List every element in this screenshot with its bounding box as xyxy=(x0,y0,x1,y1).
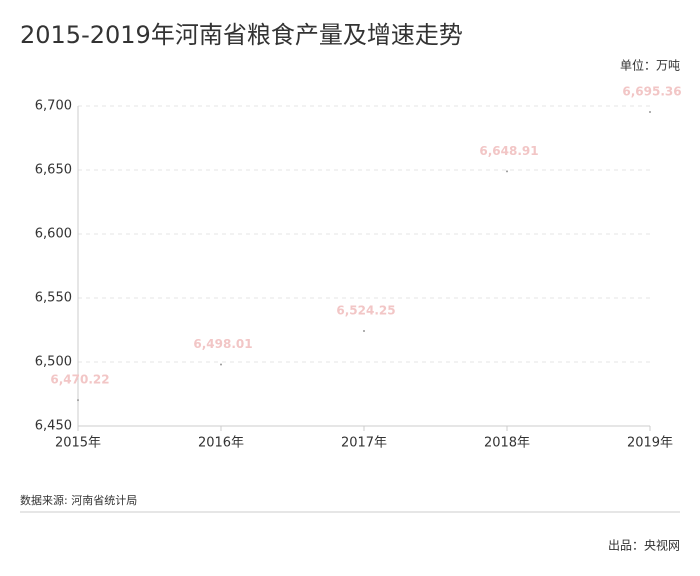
credit: 出品：央视网 xyxy=(608,538,680,553)
x-tick-label: 2019年 xyxy=(627,436,673,451)
data-label: 6,695.36 xyxy=(622,84,681,98)
data-label: 6,524.25 xyxy=(336,303,395,317)
x-tick-label: 2015年 xyxy=(55,436,101,451)
x-tick-label: 2018年 xyxy=(484,436,530,451)
y-tick-label: 6,450 xyxy=(35,419,72,434)
data-label: 6,498.01 xyxy=(193,337,252,351)
y-tick-label: 6,650 xyxy=(35,163,72,178)
point xyxy=(363,329,365,332)
x-tick-label: 2017年 xyxy=(341,436,387,451)
unit-label: 单位：万吨 xyxy=(620,58,680,73)
x-tick-label: 2016年 xyxy=(198,436,244,451)
point xyxy=(77,399,79,402)
point xyxy=(649,110,651,113)
point xyxy=(220,363,222,366)
data-label: 6,648.91 xyxy=(479,144,538,158)
y-tick-label: 6,600 xyxy=(35,227,72,242)
chart-title: 2015-2019年河南省粮食产量及增速走势 xyxy=(20,21,463,49)
y-tick-label: 6,700 xyxy=(35,99,72,114)
point xyxy=(506,170,508,173)
source: 数据来源: 河南省统计局 xyxy=(20,493,137,507)
y-tick-label: 6,550 xyxy=(35,291,72,306)
data-label: 6,470.22 xyxy=(50,373,109,387)
y-tick-label: 6,500 xyxy=(35,355,72,370)
